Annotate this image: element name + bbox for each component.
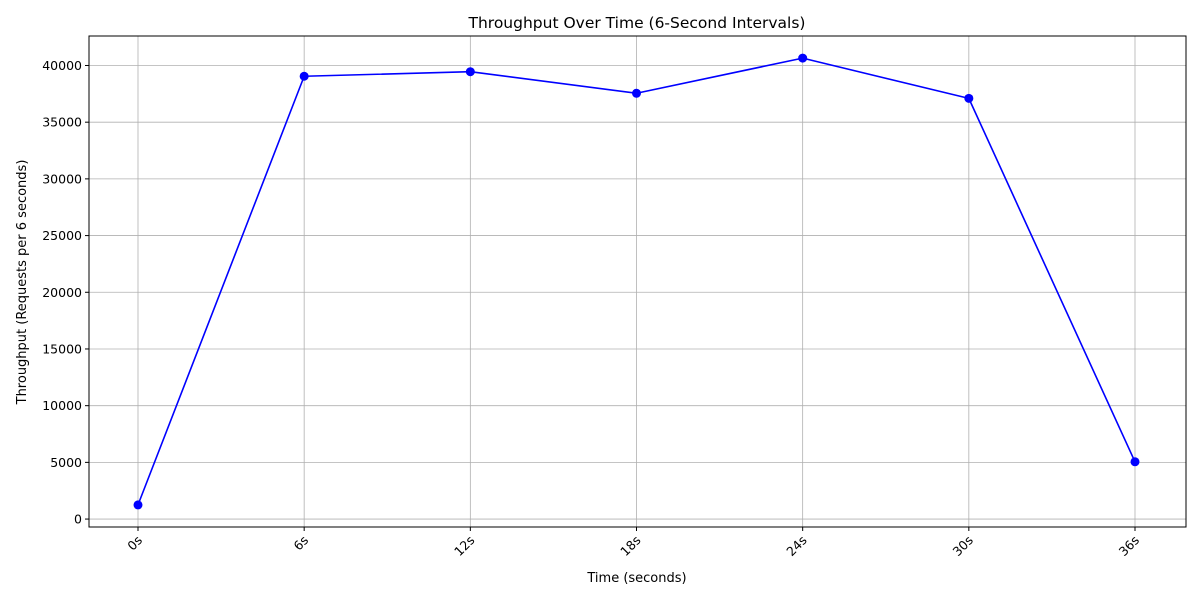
y-tick-label: 10000 — [42, 398, 82, 413]
data-point — [133, 500, 143, 510]
y-axis-label: Throughput (Requests per 6 seconds) — [15, 160, 30, 406]
data-point — [465, 67, 475, 77]
data-point — [964, 93, 974, 103]
data-point — [798, 53, 808, 63]
x-axis-label: Time (seconds) — [586, 571, 686, 586]
y-tick-label: 30000 — [42, 171, 82, 186]
plot-area-frame — [88, 35, 1187, 528]
y-tick-label: 0 — [74, 512, 82, 527]
data-point — [632, 88, 641, 98]
y-tick-label: 40000 — [42, 58, 82, 73]
y-tick-label: 35000 — [42, 115, 82, 130]
data-point — [1130, 457, 1140, 467]
data-point — [299, 71, 309, 81]
y-tick-label: 20000 — [42, 285, 82, 300]
grid — [89, 36, 1186, 527]
series-layer — [133, 53, 1140, 510]
y-axis: 0 5000 10000 15000 20000 25000 30000 35000 40000 — [42, 58, 89, 527]
chart-title: Throughput Over Time (6-Second Intervals… — [468, 14, 806, 32]
y-tick-label: 15000 — [42, 341, 82, 356]
y-tick-label: 25000 — [42, 228, 82, 243]
y-tick-label: 5000 — [50, 455, 82, 470]
